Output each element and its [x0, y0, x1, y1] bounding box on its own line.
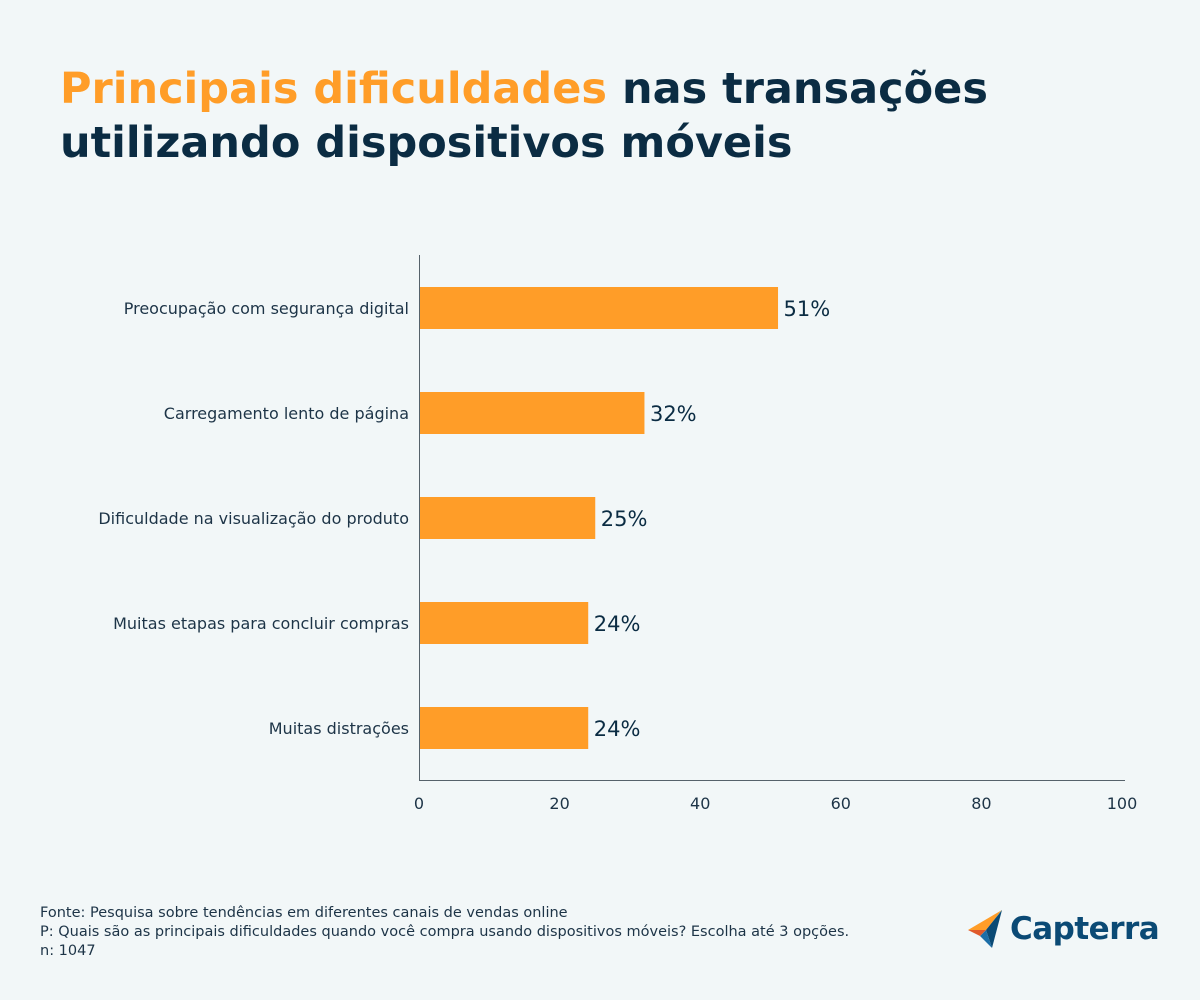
x-tick-100: 100 [1107, 794, 1138, 813]
bar-0 [419, 287, 779, 329]
bar-2 [419, 497, 596, 539]
category-label-2: Dificuldade na visualização do produto [98, 509, 409, 528]
category-label-1: Carregamento lento de página [164, 404, 409, 423]
x-tick-60: 60 [831, 794, 851, 813]
bars-group [419, 287, 779, 749]
value-label-3: 24% [594, 612, 641, 636]
capterra-logo: Capterra [966, 908, 1160, 950]
footer-question: P: Quais são as principais dificuldades … [40, 924, 850, 940]
title-line2: utilizando dispositivos móveis [60, 118, 793, 168]
value-label-4: 24% [594, 717, 641, 741]
chart-title: Principais dificuldades nas transações u… [60, 62, 1140, 170]
value-label-2: 25% [601, 507, 648, 531]
bar-4 [419, 707, 589, 749]
category-labels: Preocupação com segurança digital Carrega… [98, 299, 409, 738]
title-highlight: Principais dificuldades [60, 64, 607, 114]
footer: Fonte: Pesquisa sobre tendências em dife… [40, 904, 849, 961]
bar-chart: Preocupação com segurança digital Carrega… [98, 255, 1137, 813]
x-tick-0: 0 [414, 794, 424, 813]
value-labels: 51% 32% 25% 24% 24% [594, 297, 830, 741]
bar-1 [419, 392, 645, 434]
category-label-0: Preocupação com segurança digital [124, 299, 409, 318]
x-tick-80: 80 [971, 794, 991, 813]
value-label-1: 32% [650, 402, 697, 426]
footer-source: Fonte: Pesquisa sobre tendências em dife… [40, 905, 568, 921]
logo-text: Capterra [1010, 911, 1160, 947]
footer-n: n: 1047 [40, 943, 96, 959]
x-tick-40: 40 [690, 794, 710, 813]
title-rest-line1: nas transações [606, 64, 988, 114]
category-label-3: Muitas etapas para concluir compras [113, 614, 409, 633]
category-label-4: Muitas distrações [269, 719, 409, 738]
bar-3 [419, 602, 589, 644]
x-tick-20: 20 [549, 794, 569, 813]
x-tick-labels: 0 20 40 60 80 100 [414, 794, 1137, 813]
capterra-arrow-icon [968, 910, 1002, 948]
value-label-0: 51% [784, 297, 831, 321]
